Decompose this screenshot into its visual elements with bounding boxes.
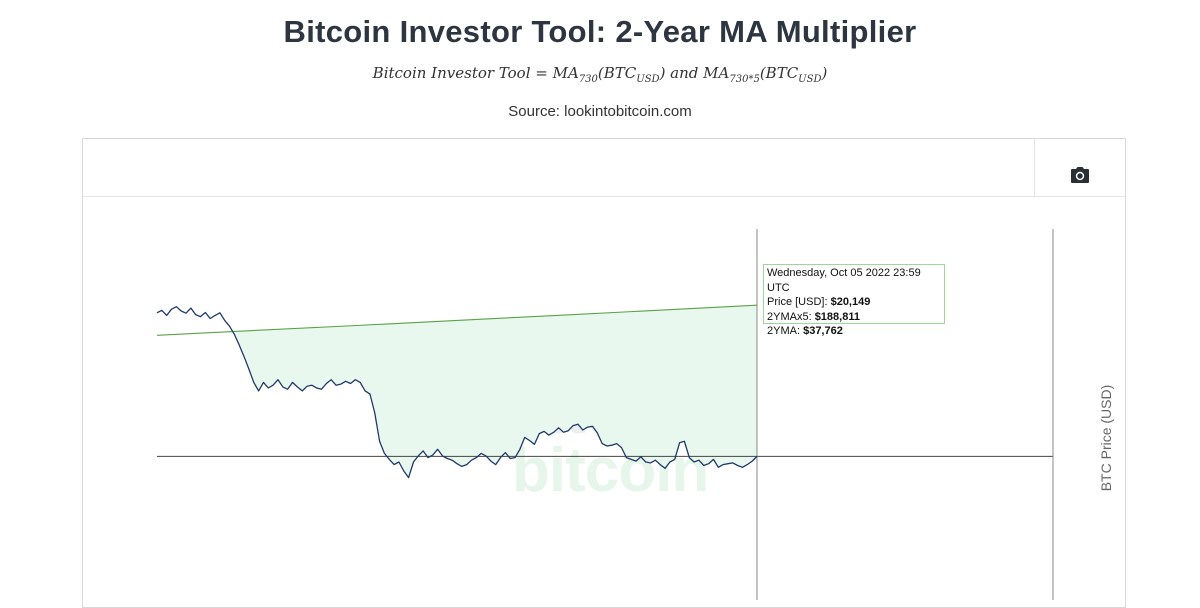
formula-part: )	[821, 64, 828, 82]
formula-sub: 730	[578, 74, 598, 85]
camera-icon[interactable]	[1069, 166, 1091, 186]
formula-part: ) and MA	[659, 64, 730, 82]
tooltip-ma5-value: $188,811	[814, 310, 860, 323]
series-line-2yma	[156, 304, 758, 336]
tooltip-price-label: Price [USD]:	[767, 296, 831, 308]
formula-sub: USD	[636, 74, 660, 85]
camera-icon-glyph	[1071, 167, 1089, 183]
y-axis-label: BTC Price (USD)	[1098, 384, 1114, 492]
formula-part: Bitcoin Investor Tool = MA	[372, 64, 579, 82]
formula-sub: USD	[798, 74, 822, 85]
toolbar-divider	[82, 196, 1126, 197]
tooltip-ma-value: $37,762	[803, 325, 843, 337]
formula-sub: 730*5	[729, 74, 760, 85]
tooltip-ma-label: 2YMA:	[767, 325, 804, 337]
tooltip-price-value: $20,149	[830, 296, 871, 308]
tooltip-ma5-label: 2YMAx5:	[767, 310, 815, 323]
page-title: Bitcoin Investor Tool: 2-Year MA Multipl…	[283, 14, 917, 49]
undervalued-fill-area	[157, 305, 757, 478]
series-line-price	[156, 306, 758, 479]
tooltip-ma-row: 2YMA: $37,762	[767, 324, 941, 339]
formula-part: (BTC	[597, 64, 637, 82]
tooltip-date: Wednesday, Oct 05 2022 23:59 UTC	[767, 267, 921, 294]
toolbar-divider	[1034, 139, 1035, 196]
tooltip-price-row: Price [USD]: $20,149	[767, 295, 941, 310]
formula: Bitcoin Investor Tool = MA730(BTCUSD) an…	[0, 64, 1200, 85]
tooltip-ma5-row: 2YMAx5: $188,811	[767, 310, 941, 325]
formula-part: (BTC	[759, 64, 799, 82]
hover-tooltip: Wednesday, Oct 05 2022 23:59 UTC Price […	[763, 264, 945, 337]
source-text: Source: lookintobitcoin.com	[508, 103, 692, 120]
